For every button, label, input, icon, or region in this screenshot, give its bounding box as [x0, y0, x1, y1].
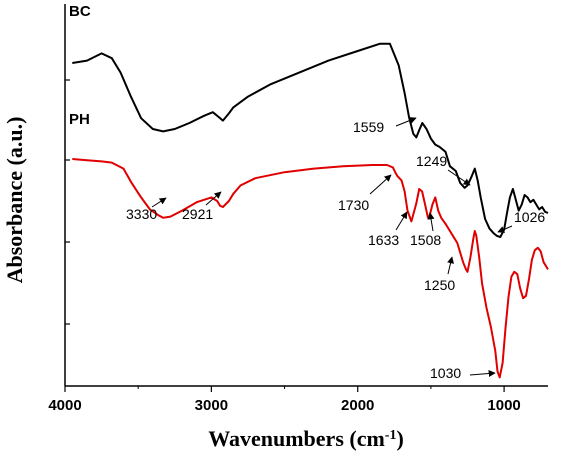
annotation-label: 1030	[430, 365, 461, 381]
series-label-bc: BC	[69, 3, 91, 20]
x-tick-label: 2000	[341, 397, 374, 414]
annotation-label: 1633	[368, 232, 399, 248]
annotation-arrow	[447, 256, 454, 275]
annotation-label: 1508	[410, 232, 441, 248]
y-axis-title: Absorbance (a.u.)	[2, 117, 27, 284]
x-tick-label: 4000	[48, 397, 81, 414]
x-tick-label: 3000	[195, 397, 228, 414]
x-axis-title-superscript: -1	[385, 428, 397, 443]
annotation-arrow	[205, 191, 222, 206]
annotation-arrow	[395, 117, 417, 127]
annotation-arrow	[151, 197, 167, 208]
annotation-label: 1730	[338, 197, 369, 213]
x-axis-title: Wavenumbers (cm-1)	[208, 426, 404, 451]
series-line-bc	[72, 42, 549, 238]
annotation-arrow	[395, 211, 408, 231]
series-layer	[72, 42, 549, 379]
annotation-label: 1026	[514, 209, 545, 225]
annotation-label: 1559	[353, 119, 384, 135]
annotation-label: 3330	[126, 206, 157, 222]
series-line-ph	[72, 158, 549, 379]
annotation-label: 1250	[424, 277, 455, 293]
annotation-arrow	[497, 225, 513, 233]
x-axis-title-main: Wavenumbers (cm	[208, 426, 385, 451]
x-tick-label: 1000	[487, 397, 520, 414]
labels-layer: BC PH Wavenumbers (cm-1) Absorbance (a.u.)	[2, 3, 404, 451]
annotation-arrow	[427, 212, 435, 232]
series-label-ph: PH	[69, 111, 90, 128]
annotations-layer: 1559 1249 1026 3330 2921 1730 1633 1508 1250 1030	[126, 117, 545, 381]
annotation-arrow	[447, 169, 471, 186]
axes: 4000 3000 2000 1000	[48, 4, 548, 414]
annotation-label: 2921	[182, 206, 213, 222]
annotation-label: 1249	[416, 153, 447, 169]
annotation-arrow	[469, 370, 496, 377]
annotation-arrow	[369, 174, 392, 195]
x-axis-title-close: )	[396, 426, 403, 451]
